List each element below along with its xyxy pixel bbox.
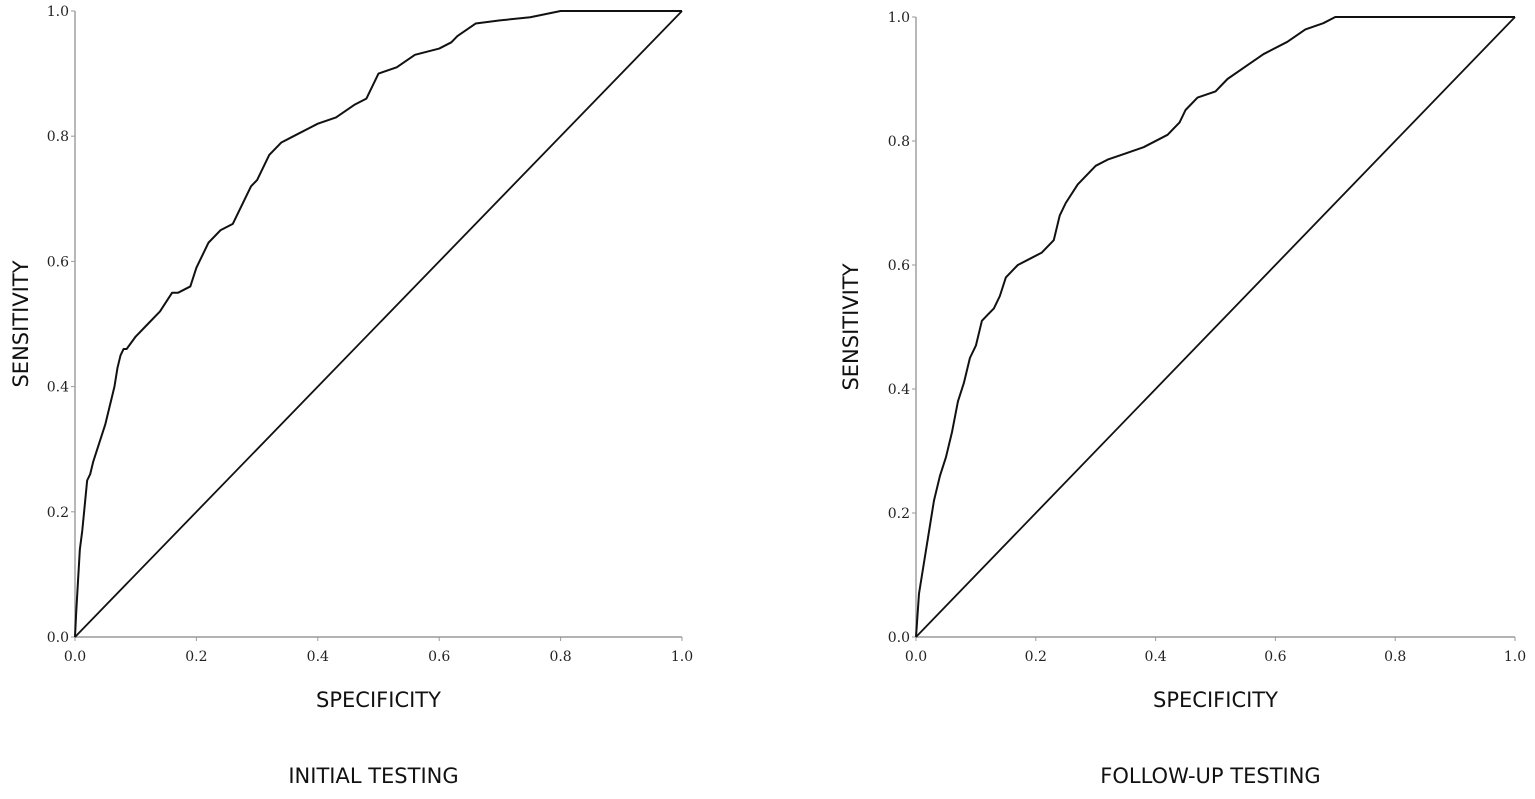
roc-curve [915, 16, 1515, 638]
y-tick-label: 0.8 [888, 134, 910, 150]
x-tick-label: 0.4 [1144, 649, 1166, 665]
x-tick-label: 0.8 [1384, 649, 1406, 665]
x-tick-label: 0.2 [185, 649, 207, 665]
x-axis-label: SPECIFICITY [1153, 688, 1278, 712]
x-axis-label: SPECIFICITY [316, 688, 441, 712]
y-axis-label: SENSITIVITY [9, 260, 33, 387]
reference-diagonal-line [915, 16, 1516, 638]
y-tick-label: 1.0 [47, 4, 69, 20]
x-tick-label: 0.0 [64, 649, 86, 665]
x-tick-label: 0.6 [428, 649, 450, 665]
y-tick-label: 0.0 [888, 630, 910, 646]
y-tick-label: 0.2 [888, 506, 910, 522]
x-tick-label: 1.0 [671, 649, 693, 665]
x-tick-label: 0.6 [1264, 649, 1286, 665]
roc-curve [74, 10, 682, 638]
roc-panel-follow-up: 0.0 0.2 0.4 0.6 0.8 1.0 0.0 0.2 0.4 0.6 0.8 1.0 SPEC… [839, 10, 1526, 788]
y-tick-label: 0.8 [47, 129, 69, 145]
y-tick-label: 0.4 [888, 382, 910, 398]
y-tick-label: 0.6 [47, 254, 69, 270]
y-tick-label: 0.0 [47, 630, 69, 646]
reference-diagonal-line [74, 10, 683, 638]
panel-caption-follow-up: FOLLOW-UP TESTING [1100, 764, 1320, 788]
x-tick-label: 0.0 [905, 649, 927, 665]
panel-caption-initial: INITIAL TESTING [288, 764, 458, 788]
y-tick-label: 1.0 [888, 10, 910, 26]
y-tick-label: 0.4 [47, 380, 69, 396]
y-tick-label: 0.2 [47, 505, 69, 521]
x-tick-label: 0.4 [307, 649, 329, 665]
y-tick-label: 0.6 [888, 258, 910, 274]
x-tick-label: 1.0 [1504, 649, 1526, 665]
roc-panel-initial: 0.0 0.2 0.4 0.6 0.8 1.0 0.0 0.2 0.4 0.6 0.8 1.0 SPEC… [9, 4, 693, 788]
y-axis-label: SENSITIVITY [839, 263, 863, 390]
x-tick-label: 0.8 [549, 649, 571, 665]
x-tick-label: 0.2 [1025, 649, 1047, 665]
